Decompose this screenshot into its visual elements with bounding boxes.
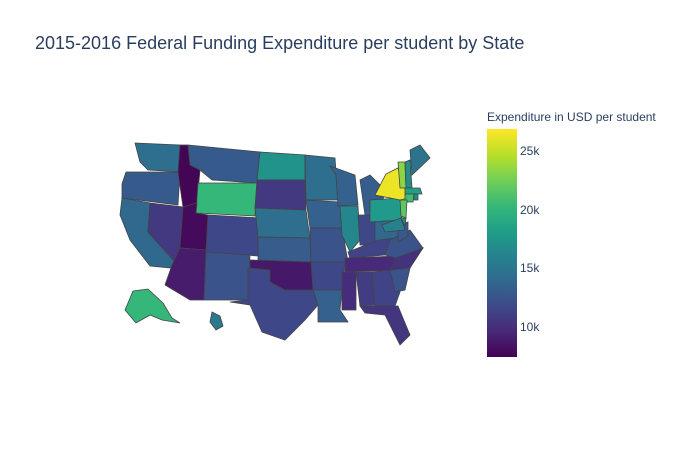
colorbar-title: Expenditure in USD per student [487,110,656,124]
state-ak[interactable] [124,288,181,324]
state-il[interactable] [339,205,361,253]
state-wa[interactable] [134,142,183,173]
state-fl[interactable] [359,305,411,346]
colorbar-gradient [487,129,517,357]
state-ks[interactable] [257,236,312,263]
state-nd[interactable] [256,151,306,181]
state-ma[interactable] [404,187,423,195]
state-wy[interactable] [195,182,258,217]
states-layer [119,142,431,346]
state-or[interactable] [121,171,181,206]
colorbar-tick-label: 10k [520,319,540,334]
state-nm[interactable] [203,251,251,301]
state-wi[interactable] [328,165,359,207]
state-ia[interactable] [305,199,343,229]
colorbar-tick-label: 20k [520,202,540,217]
state-ri[interactable] [413,193,419,201]
state-co[interactable] [205,214,261,257]
state-nj[interactable] [399,199,408,219]
state-ar[interactable] [310,261,346,291]
state-ms[interactable] [341,271,357,311]
state-de[interactable] [400,217,407,228]
state-md[interactable] [381,217,406,233]
state-me[interactable] [409,144,431,176]
colorbar-tick-label: 15k [520,261,540,276]
state-ne[interactable] [254,207,311,239]
colorbar-tick-label: 25k [520,144,540,159]
state-mn[interactable] [304,154,339,201]
chart-title: 2015-2016 Federal Funding Expenditure pe… [35,33,525,53]
state-tx[interactable] [229,267,319,341]
state-sd[interactable] [254,179,307,211]
state-hi[interactable] [209,311,224,331]
state-pa[interactable] [369,197,403,223]
